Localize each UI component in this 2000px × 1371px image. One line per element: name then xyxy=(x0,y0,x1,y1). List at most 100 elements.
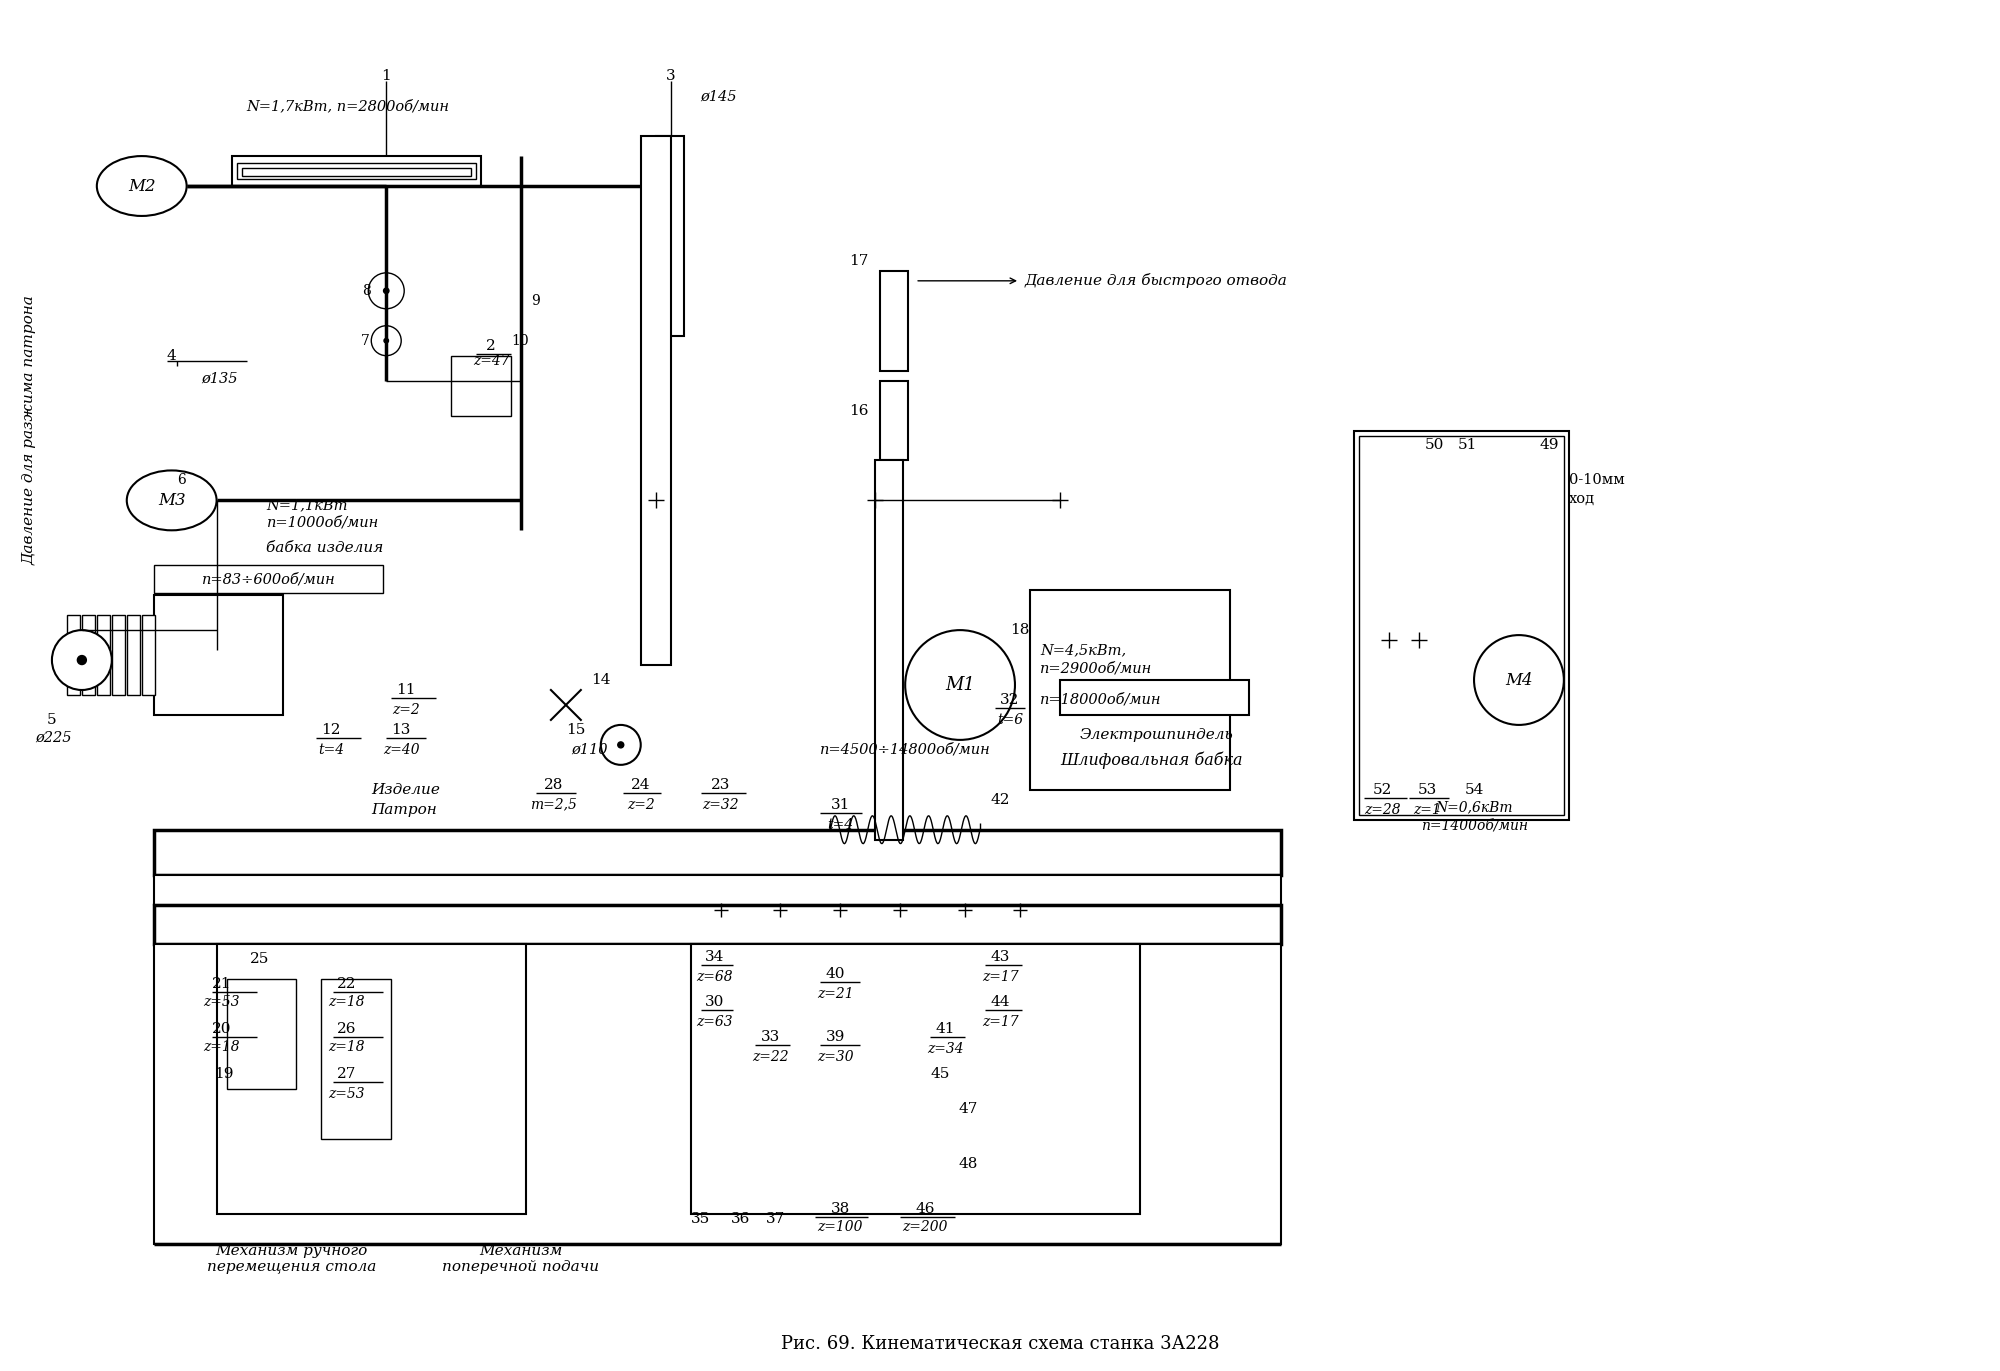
Text: z=2: z=2 xyxy=(626,798,654,812)
Text: m=2,5: m=2,5 xyxy=(530,798,578,812)
Circle shape xyxy=(906,631,1014,740)
Bar xyxy=(236,163,476,180)
Text: 4: 4 xyxy=(166,348,176,363)
Text: 48: 48 xyxy=(958,1157,978,1171)
Text: 11: 11 xyxy=(396,683,416,696)
Text: 10: 10 xyxy=(510,333,528,348)
Text: 1: 1 xyxy=(382,70,392,84)
Bar xyxy=(640,136,670,665)
Text: z=32: z=32 xyxy=(702,798,738,812)
Text: ø145: ø145 xyxy=(700,89,738,103)
Text: 20: 20 xyxy=(212,1023,232,1036)
Text: Изделие: Изделие xyxy=(372,783,440,797)
Text: 19: 19 xyxy=(214,1067,234,1082)
Text: 33: 33 xyxy=(760,1030,780,1045)
Text: 51: 51 xyxy=(1458,439,1476,452)
Text: t=6: t=6 xyxy=(996,713,1024,727)
Text: 7: 7 xyxy=(360,333,370,348)
Text: z=21: z=21 xyxy=(818,987,854,1001)
Text: z=47: z=47 xyxy=(472,354,510,367)
Bar xyxy=(154,875,1282,905)
Text: Шлифовальная бабка: Шлифовальная бабка xyxy=(1060,751,1242,769)
Text: Давление для разжима патрона: Давление для разжима патрона xyxy=(22,296,36,565)
Text: 28: 28 xyxy=(544,777,564,792)
Bar xyxy=(1360,436,1564,814)
Text: 5: 5 xyxy=(48,713,56,727)
Text: 24: 24 xyxy=(630,777,650,792)
Text: 0-10мм: 0-10мм xyxy=(1568,473,1624,488)
Bar xyxy=(96,616,110,695)
Bar xyxy=(154,565,384,594)
Text: 23: 23 xyxy=(710,777,730,792)
Text: 6: 6 xyxy=(176,473,186,488)
Text: бабка изделия: бабка изделия xyxy=(266,542,384,555)
Text: 52: 52 xyxy=(1372,783,1392,797)
Text: 53: 53 xyxy=(1418,783,1436,797)
Bar xyxy=(880,271,908,370)
Text: п=1000об/мин: п=1000об/мин xyxy=(266,515,378,529)
Text: 18: 18 xyxy=(1010,622,1030,638)
Text: z=2: z=2 xyxy=(392,703,420,717)
Text: п=18000об/мин: п=18000об/мин xyxy=(1040,692,1162,707)
Text: п=2900об/мин: п=2900об/мин xyxy=(1040,661,1152,675)
Text: 22: 22 xyxy=(336,978,356,991)
Text: 27: 27 xyxy=(336,1067,356,1082)
Text: 9: 9 xyxy=(530,293,540,307)
Circle shape xyxy=(1474,635,1564,725)
Circle shape xyxy=(618,742,624,747)
Bar xyxy=(82,616,94,695)
Bar xyxy=(880,381,908,461)
Text: z=53: z=53 xyxy=(328,1087,364,1101)
Text: Патрон: Патрон xyxy=(372,803,438,817)
Bar xyxy=(142,616,154,695)
Text: 54: 54 xyxy=(1464,783,1484,797)
Text: 37: 37 xyxy=(766,1212,786,1226)
Text: Механизм ручного
перемещения стола: Механизм ручного перемещения стола xyxy=(206,1243,376,1274)
Circle shape xyxy=(384,288,388,293)
Bar xyxy=(1060,680,1250,714)
Text: ход: ход xyxy=(1568,491,1594,506)
Circle shape xyxy=(78,655,86,665)
Text: Давление для быстрого отвода: Давление для быстрого отвода xyxy=(1024,273,1288,288)
Text: п=4500÷14800об/мин: п=4500÷14800об/мин xyxy=(820,743,992,757)
Circle shape xyxy=(368,273,404,308)
Text: ø135: ø135 xyxy=(202,372,238,385)
Text: z=68: z=68 xyxy=(696,971,732,984)
Text: 44: 44 xyxy=(990,995,1010,1009)
Text: t=4: t=4 xyxy=(318,743,344,757)
Text: z=100: z=100 xyxy=(818,1220,864,1234)
Text: z=28: z=28 xyxy=(1364,803,1400,817)
Text: z=18: z=18 xyxy=(204,1041,240,1054)
Bar xyxy=(126,616,140,695)
Text: п=1400об/мин: п=1400об/мин xyxy=(1420,818,1528,832)
Text: М3: М3 xyxy=(158,492,186,509)
Text: 41: 41 xyxy=(936,1023,954,1036)
Bar xyxy=(66,616,80,695)
Text: 25: 25 xyxy=(250,953,268,967)
Ellipse shape xyxy=(126,470,216,531)
Text: 31: 31 xyxy=(830,798,850,812)
Text: 2: 2 xyxy=(486,339,496,352)
Text: 16: 16 xyxy=(848,403,868,418)
Text: 43: 43 xyxy=(990,950,1010,964)
Bar xyxy=(154,595,284,714)
Text: z=40: z=40 xyxy=(382,743,420,757)
Text: ø225: ø225 xyxy=(36,731,72,744)
Text: 46: 46 xyxy=(916,1202,934,1216)
Text: t=4: t=4 xyxy=(828,817,854,832)
Bar xyxy=(154,945,1282,1243)
Text: N=4,5кВт,: N=4,5кВт, xyxy=(1040,643,1126,657)
Text: М2: М2 xyxy=(128,177,156,195)
Text: п=83÷600об/мин: п=83÷600об/мин xyxy=(202,572,336,587)
Bar xyxy=(226,979,296,1089)
Text: 47: 47 xyxy=(958,1102,978,1116)
Text: 50: 50 xyxy=(1424,439,1444,452)
Ellipse shape xyxy=(96,156,186,217)
Text: ø110: ø110 xyxy=(570,743,608,757)
Text: z=17: z=17 xyxy=(982,1016,1018,1030)
Text: z=17: z=17 xyxy=(982,971,1018,984)
Text: 12: 12 xyxy=(322,723,342,736)
Circle shape xyxy=(600,725,640,765)
Text: 13: 13 xyxy=(392,723,410,736)
Text: 3: 3 xyxy=(666,70,676,84)
